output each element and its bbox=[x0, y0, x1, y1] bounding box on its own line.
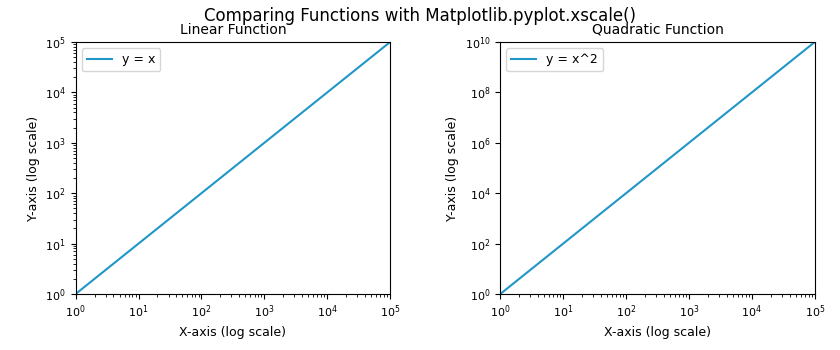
Y-axis label: Y-axis (log scale): Y-axis (log scale) bbox=[27, 116, 39, 220]
y = x bbox=[220, 172, 230, 176]
X-axis label: X-axis (log scale): X-axis (log scale) bbox=[604, 326, 711, 339]
y = x^2 bbox=[682, 142, 692, 146]
y = x bbox=[377, 46, 387, 50]
Line: y = x: y = x bbox=[76, 42, 390, 294]
y = x^2 bbox=[647, 171, 657, 175]
y = x bbox=[258, 142, 268, 146]
y = x^2 bbox=[644, 172, 654, 176]
Legend: y = x^2: y = x^2 bbox=[507, 48, 603, 71]
Line: y = x^2: y = x^2 bbox=[501, 42, 815, 294]
y = x bbox=[71, 292, 81, 296]
Y-axis label: Y-axis (log scale): Y-axis (log scale) bbox=[446, 116, 459, 220]
y = x bbox=[328, 85, 339, 90]
y = x^2 bbox=[802, 46, 812, 50]
Title: Linear Function: Linear Function bbox=[180, 23, 286, 37]
Text: Comparing Functions with Matplotlib.pyplot.xscale(): Comparing Functions with Matplotlib.pypl… bbox=[204, 7, 636, 25]
Legend: y = x: y = x bbox=[81, 48, 160, 71]
X-axis label: X-axis (log scale): X-axis (log scale) bbox=[180, 326, 286, 339]
y = x^2 bbox=[753, 85, 763, 90]
y = x^2 bbox=[665, 155, 675, 160]
y = x bbox=[222, 171, 232, 175]
y = x bbox=[385, 40, 395, 44]
Title: Quadratic Function: Quadratic Function bbox=[591, 23, 723, 37]
y = x^2 bbox=[496, 292, 506, 296]
y = x bbox=[241, 155, 251, 160]
y = x^2 bbox=[810, 40, 820, 44]
